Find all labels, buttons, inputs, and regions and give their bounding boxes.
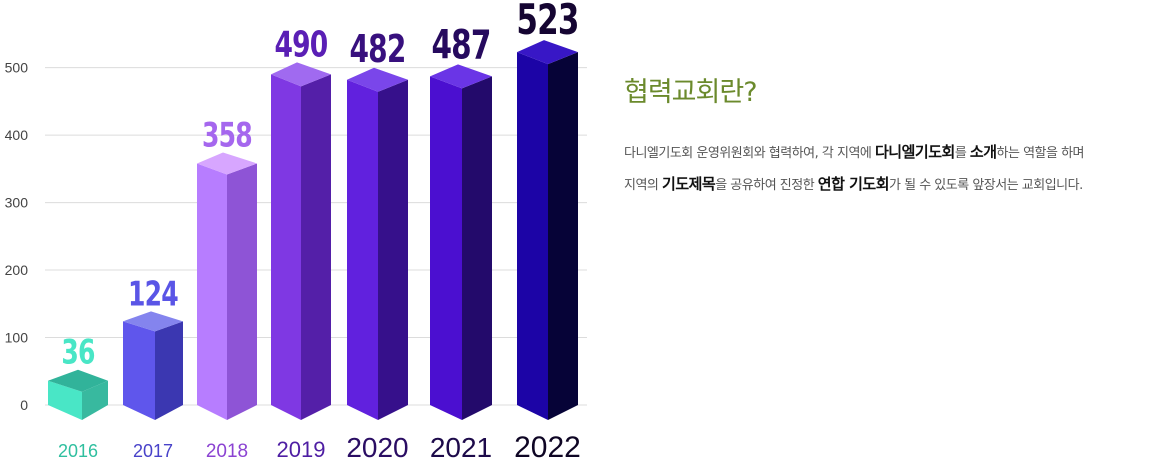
bar-top-face	[271, 62, 331, 87]
description-fragment: 다니엘기도회 운영위원회와 협력하여, 각 지역에	[624, 146, 875, 161]
bar-top-face	[347, 67, 408, 92]
y-tick-label: 400	[5, 127, 29, 143]
description-highlight: 다니엘기도회	[875, 143, 955, 161]
bar	[197, 152, 257, 420]
bar	[271, 62, 331, 420]
bar-side-face	[82, 380, 108, 420]
bar-front-face	[197, 163, 227, 420]
data-label: 358	[202, 116, 252, 155]
bar-side-face	[462, 76, 492, 421]
x-tick-label: 2018	[206, 441, 248, 460]
bar-side-face	[227, 163, 257, 420]
description-highlight: 연합 기도회	[817, 175, 890, 193]
data-label: 482	[349, 28, 405, 72]
description-highlight: 기도제목	[662, 175, 716, 193]
description-fragment: 지역의	[624, 178, 663, 193]
bar-top-face	[430, 64, 492, 89]
x-tick-label: 2020	[346, 432, 408, 460]
data-label: 523	[516, 0, 578, 45]
bar-side-face	[378, 79, 408, 420]
bar-chart: 0 100 200 300 400 500 36 2016 124 2017 358 2018 490 2…	[5, 0, 587, 460]
bar	[48, 369, 108, 420]
description-line-1: 다니엘기도회 운영위원회와 협력하여, 각 지역에 다니엘기도회를 소개하는 역…	[624, 137, 1169, 169]
y-tick-label: 100	[5, 330, 29, 346]
bar-front-face	[48, 380, 82, 420]
bar	[430, 64, 492, 421]
y-tick-label: 0	[20, 397, 28, 413]
data-label: 490	[275, 22, 328, 65]
bar-top-face	[517, 40, 578, 65]
bar-front-face	[347, 79, 378, 420]
bar-front-face	[430, 76, 462, 421]
data-label: 124	[128, 275, 178, 314]
y-tick-label: 300	[5, 195, 29, 211]
x-tick-label: 2017	[133, 441, 173, 460]
y-tick-label: 500	[5, 60, 29, 76]
description-fragment: 가 될 수 있도록 앞장서는 교회입니다.	[889, 178, 1083, 193]
x-tick-label: 2021	[430, 432, 492, 460]
bar-side-face	[155, 321, 183, 420]
description-text: 다니엘기도회 운영위원회와 협력하여, 각 지역에 다니엘기도회를 소개하는 역…	[624, 137, 1169, 201]
bar-side-face	[301, 74, 331, 420]
x-tick-label: 2016	[58, 441, 98, 460]
description-line-2: 지역의 기도제목을 공유하여 진정한 연합 기도회가 될 수 있도록 앞장서는 …	[624, 169, 1169, 201]
bar-top-face	[48, 369, 108, 392]
description-highlight: 소개	[969, 143, 997, 161]
bar	[517, 40, 578, 421]
description-fragment: 하는 역할을 하며	[996, 146, 1085, 161]
bar-side-face	[548, 52, 578, 421]
section-title: 협력교회란?	[624, 77, 758, 108]
bar	[123, 311, 183, 420]
description-fragment: 을 공유하여 진정한	[715, 178, 818, 193]
x-tick-label: 2019	[277, 437, 326, 460]
bar-top-face	[197, 152, 257, 175]
bar-front-face	[123, 321, 155, 420]
description-fragment: 를	[954, 146, 970, 161]
bar-front-face	[517, 52, 548, 421]
data-label: 36	[61, 333, 94, 372]
bar	[347, 67, 408, 420]
bar-front-face	[271, 74, 301, 420]
x-tick-label: 2022	[514, 431, 581, 460]
y-tick-label: 200	[5, 262, 29, 278]
data-label: 487	[431, 21, 490, 68]
bar-top-face	[123, 311, 183, 332]
